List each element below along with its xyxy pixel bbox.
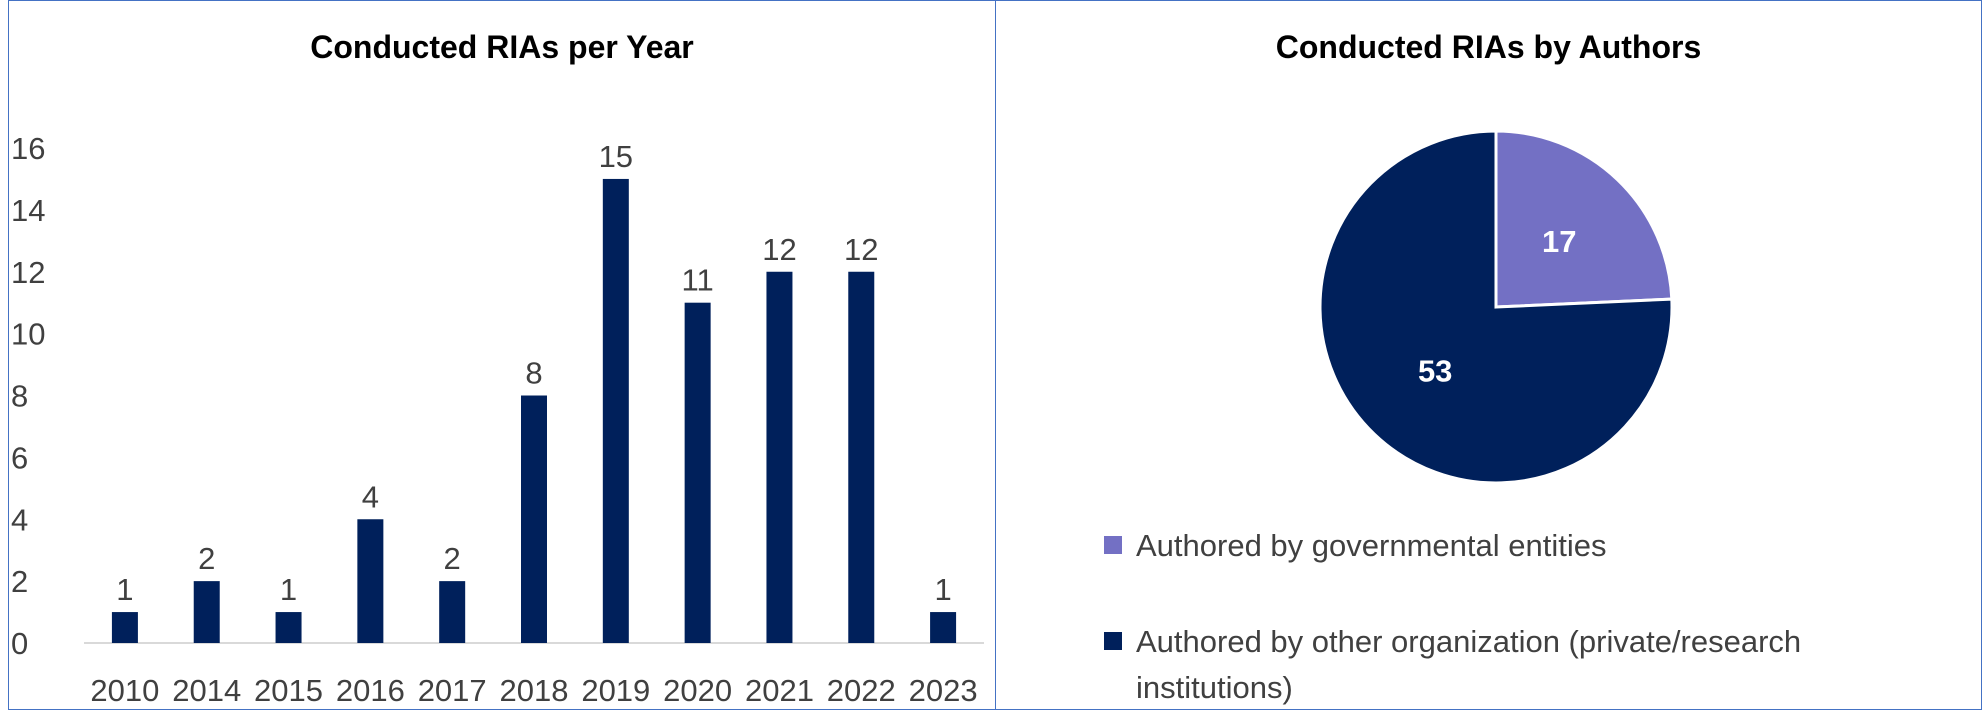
pie-slice-other: [1318, 129, 1674, 485]
x-tick-label-2018: 2018: [500, 673, 569, 707]
pie-label-other: 53: [1418, 354, 1452, 389]
pie-slice-governmental: [1494, 129, 1674, 309]
bar-2016: [357, 519, 384, 643]
y-tick-label: 10: [11, 317, 45, 352]
bar-2020: [684, 302, 711, 643]
data-label-2022: 12: [844, 232, 878, 267]
data-label-2010: 1: [116, 572, 133, 607]
data-label-2015: 1: [280, 572, 297, 607]
pie-chart-title: Conducted RIAs by Authors: [1275, 29, 1702, 65]
data-label-2023: 1: [934, 572, 951, 607]
legend-swatch-other: [1104, 632, 1122, 650]
data-label-2018: 8: [525, 356, 542, 391]
legend-label-other: Authored by other organization (private/…: [1136, 624, 1802, 659]
bar-2017: [439, 581, 466, 643]
bar-2010: [111, 612, 138, 643]
x-tick-label-2020: 2020: [663, 673, 732, 707]
pie-legend-item-governmental: Authored by governmental entities: [1104, 523, 1956, 569]
x-tick-label-2023: 2023: [909, 673, 978, 707]
x-tick-label-2021: 2021: [745, 673, 814, 707]
data-label-2014: 2: [198, 541, 215, 576]
bar-2023: [930, 612, 957, 643]
bar-2015: [275, 612, 302, 643]
y-tick-label: 0: [11, 626, 28, 661]
data-label-2019: 15: [599, 139, 633, 174]
y-tick-label: 4: [11, 502, 28, 537]
legend-swatch-governmental: [1104, 536, 1122, 554]
y-tick-label: 16: [11, 131, 45, 166]
data-label-2017: 2: [444, 541, 461, 576]
y-tick-label: 14: [11, 193, 45, 228]
bar-2014: [193, 581, 220, 643]
bar-2019: [602, 178, 629, 643]
x-tick-label-2014: 2014: [172, 673, 241, 707]
pie-chart-panel: Conducted RIAs by Authors 17 53 Authored …: [995, 0, 1982, 710]
bar-chart-title: Conducted RIAs per Year: [310, 29, 694, 65]
x-tick-label-2015: 2015: [254, 673, 323, 707]
x-tick-label-2016: 2016: [336, 673, 405, 707]
pie-label-governmental: 17: [1542, 224, 1576, 259]
bar-2022: [848, 271, 875, 643]
legend-label-governmental: Authored by governmental entities: [1136, 528, 1607, 563]
x-tick-label-2022: 2022: [827, 673, 896, 707]
bar-chart-panel: Conducted RIAs per Year 0 2 4 6 8 10 12 14 16 1 20…: [8, 0, 996, 710]
pie-legend-item-other: Authored by other organization (private/…: [1104, 619, 1956, 711]
data-label-2016: 4: [362, 479, 379, 514]
x-tick-label-2010: 2010: [90, 673, 159, 707]
bar-chart: 0 2 4 6 8 10 12 14 16 1 2010 2 2014 1 2015 4 2016 2 2017 8 2…: [11, 131, 984, 707]
y-tick-label: 8: [11, 379, 28, 414]
data-label-2021: 12: [762, 232, 796, 267]
y-tick-label: 2: [11, 564, 28, 599]
data-label-2020: 11: [682, 263, 714, 298]
legend-label-other-line2: institutions): [1136, 670, 1293, 705]
bar-2018: [521, 395, 547, 643]
x-tick-label-2019: 2019: [581, 673, 650, 707]
y-tick-label: 6: [11, 440, 28, 475]
bar-2021: [766, 271, 793, 643]
y-tick-label: 12: [11, 255, 45, 290]
x-tick-label-2017: 2017: [418, 673, 487, 707]
